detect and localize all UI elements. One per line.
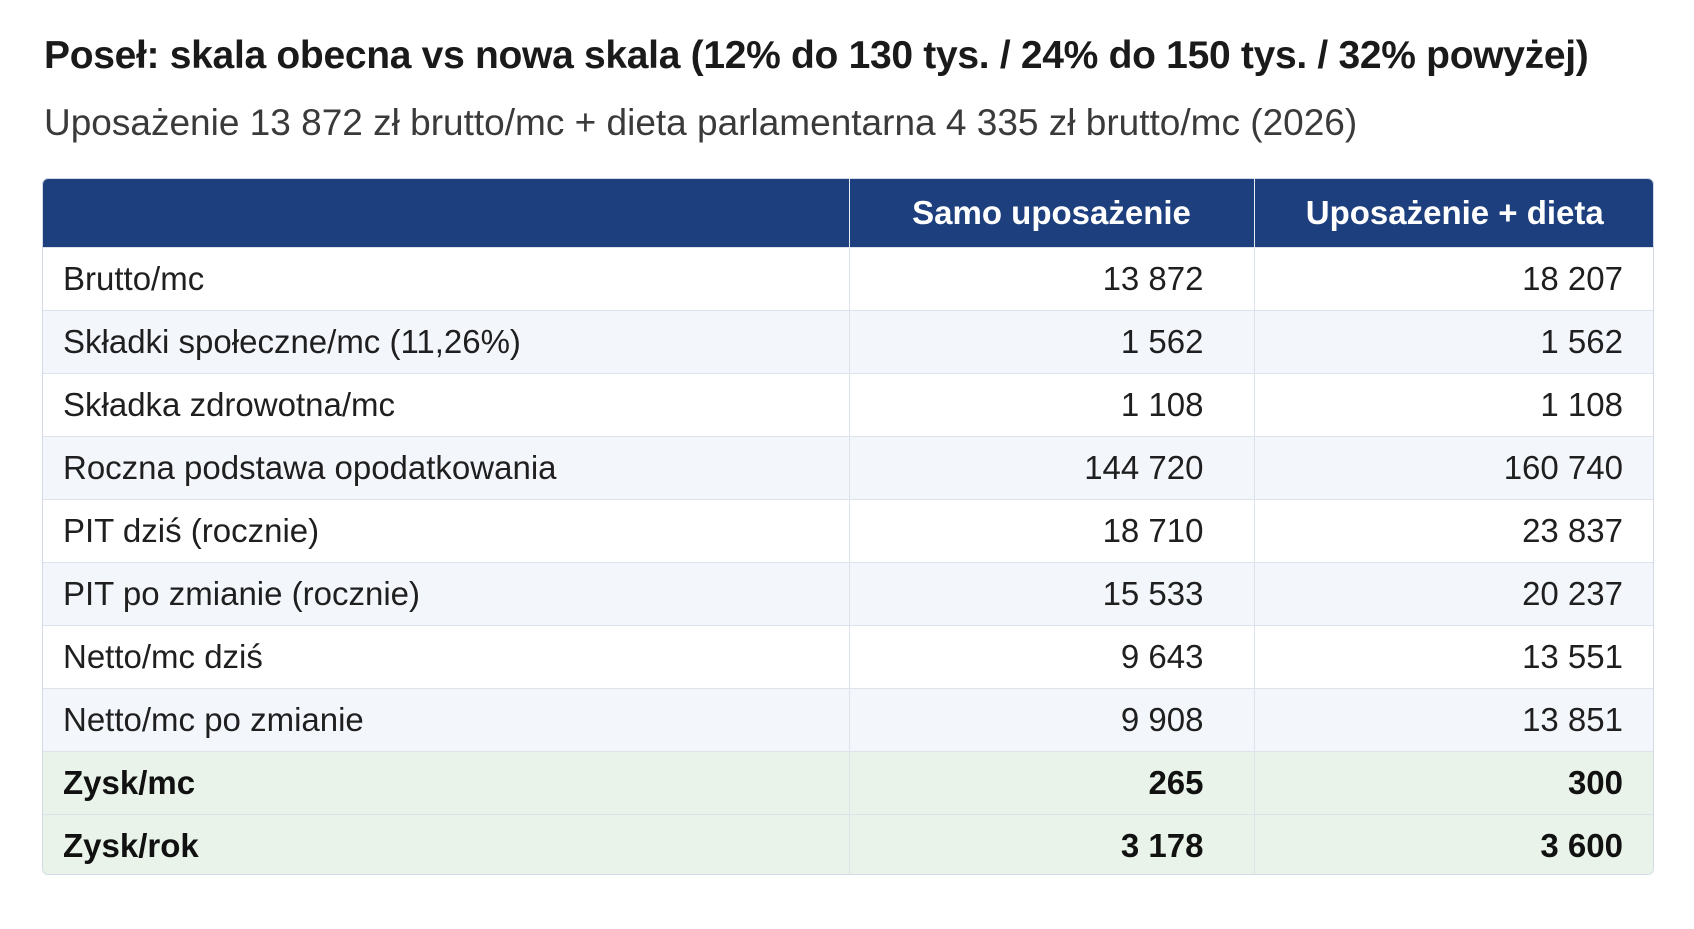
cell-samo-uposazenie: 15 533: [848, 561, 1254, 625]
cell-samo-uposazenie: 9 643: [848, 624, 1254, 688]
row-label: Brutto/mc: [43, 246, 849, 310]
cell-samo-uposazenie: 9 908: [848, 687, 1254, 751]
cell-samo-uposazenie: 144 720: [848, 435, 1254, 499]
cell-uposazenie-dieta: 300: [1253, 750, 1653, 814]
table-row: PIT dziś (rocznie) 18 710 23 837: [43, 498, 1653, 562]
row-label: Roczna podstawa opodatkowania: [43, 435, 849, 499]
cell-samo-uposazenie: 13 872: [848, 246, 1254, 310]
cell-uposazenie-dieta: 160 740: [1253, 435, 1653, 499]
table-row: Składka zdrowotna/mc 1 108 1 108: [43, 372, 1653, 436]
header-uposazenie-dieta: Uposażenie + dieta: [1253, 179, 1653, 247]
row-label: PIT dziś (rocznie): [43, 498, 849, 562]
cell-uposazenie-dieta: 13 851: [1253, 687, 1653, 751]
cell-samo-uposazenie: 3 178: [848, 813, 1254, 874]
cell-samo-uposazenie: 265: [848, 750, 1254, 814]
cell-uposazenie-dieta: 20 237: [1253, 561, 1653, 625]
row-label: PIT po zmianie (rocznie): [43, 561, 849, 625]
cell-uposazenie-dieta: 18 207: [1253, 246, 1653, 310]
cell-samo-uposazenie: 1 562: [848, 309, 1254, 373]
cell-uposazenie-dieta: 23 837: [1253, 498, 1653, 562]
cell-samo-uposazenie: 1 108: [848, 372, 1254, 436]
table-row: Składki społeczne/mc (11,26%) 1 562 1 56…: [43, 309, 1653, 373]
row-label: Netto/mc dziś: [43, 624, 849, 688]
header-label-column: [43, 179, 849, 247]
cell-uposazenie-dieta: 1 562: [1253, 309, 1653, 373]
table-row: Brutto/mc 13 872 18 207: [43, 246, 1653, 310]
table-row: Netto/mc po zmianie 9 908 13 851: [43, 687, 1653, 751]
row-label: Składki społeczne/mc (11,26%): [43, 309, 849, 373]
row-label: Zysk/mc: [43, 750, 849, 814]
cell-uposazenie-dieta: 13 551: [1253, 624, 1653, 688]
comparison-table: Samo uposażenie Uposażenie + dieta Brutt…: [42, 178, 1654, 875]
row-label: Zysk/rok: [43, 813, 849, 874]
cell-uposazenie-dieta: 3 600: [1253, 813, 1653, 874]
table-row: Roczna podstawa opodatkowania 144 720 16…: [43, 435, 1653, 499]
table-row: Netto/mc dziś 9 643 13 551: [43, 624, 1653, 688]
table-header-row: Samo uposażenie Uposażenie + dieta: [43, 179, 1653, 247]
page-subtitle: Uposażenie 13 872 zł brutto/mc + dieta p…: [44, 102, 1358, 143]
gain-row-monthly: Zysk/mc 265 300: [43, 750, 1653, 814]
row-label: Składka zdrowotna/mc: [43, 372, 849, 436]
cell-uposazenie-dieta: 1 108: [1253, 372, 1653, 436]
page-title: Poseł: skala obecna vs nowa skala (12% d…: [44, 34, 1589, 77]
header-samo-uposazenie: Samo uposażenie: [848, 179, 1254, 247]
row-label: Netto/mc po zmianie: [43, 687, 849, 751]
gain-row-yearly: Zysk/rok 3 178 3 600: [43, 813, 1653, 874]
table-row: PIT po zmianie (rocznie) 15 533 20 237: [43, 561, 1653, 625]
cell-samo-uposazenie: 18 710: [848, 498, 1254, 562]
